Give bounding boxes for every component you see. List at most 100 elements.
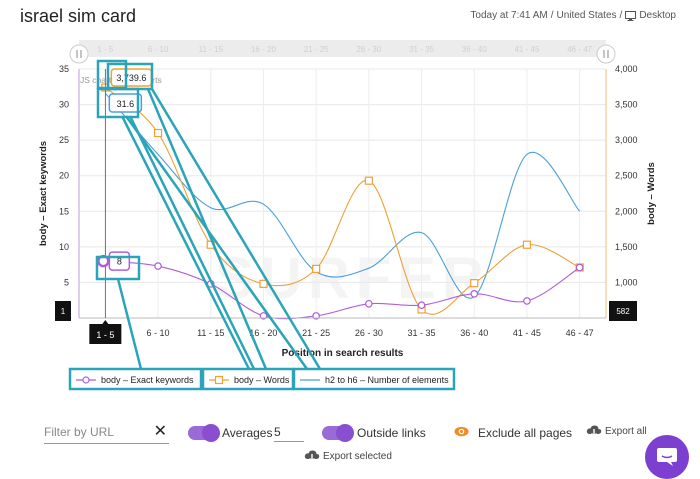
highlight-box — [292, 367, 456, 391]
legend-label: h2 to h6 – Number of elements — [325, 375, 449, 385]
y-right-tick-label: 1,000 — [615, 277, 638, 287]
data-point — [417, 301, 426, 309]
x-tick-label: 6 - 10 — [147, 328, 170, 338]
crosshair-label-box — [89, 324, 122, 344]
close-icon[interactable]: ✕ — [153, 423, 167, 440]
scrollbar-tick-label: 26 - 30 — [356, 45, 381, 54]
x-tick-label: 46 - 47 — [566, 328, 594, 338]
x-tick-label: 11 - 15 — [197, 328, 224, 338]
legend-item[interactable]: body – Exact keywords — [68, 367, 203, 391]
scrollbar-tick-label: 16 - 20 — [251, 45, 276, 54]
export-selected-label: Export selected — [323, 450, 392, 462]
y-right-tick-label: 2,500 — [615, 171, 638, 181]
export-all-button[interactable]: Export all — [586, 424, 647, 438]
scrollbar-handle[interactable] — [69, 44, 89, 64]
y-right-tick-label: 2,000 — [615, 206, 638, 216]
y-right-tick-label: 4,000 — [615, 64, 638, 74]
data-point — [259, 279, 268, 288]
exclude-all-label[interactable]: Exclude all pages — [478, 426, 573, 440]
meta-time: Today at 7:41 AM — [470, 10, 548, 21]
cursor-left-box — [55, 301, 71, 321]
highlight-connector — [120, 115, 251, 370]
scrollbar-tick-label: 6 - 10 — [148, 45, 169, 54]
desktop-icon — [625, 10, 637, 21]
cursor-left-value: 1 — [61, 307, 66, 316]
scrollbar-handle[interactable] — [596, 44, 616, 64]
chat-icon — [657, 448, 677, 466]
crosshair-label: 1 - 5 — [96, 330, 114, 340]
data-point — [312, 312, 320, 320]
highlight-connector — [128, 115, 256, 370]
scrollbar-tick-label: 11 - 15 — [199, 45, 224, 54]
highlight-connector — [150, 88, 322, 370]
meta-device: Desktop — [639, 10, 676, 21]
averages-toggle[interactable] — [188, 424, 220, 442]
data-point — [259, 312, 268, 320]
export-all-label: Export all — [605, 425, 647, 437]
scrollbar-tick-label: 1 - 5 — [97, 45, 114, 54]
y-left-tick-label: 5 — [64, 277, 69, 287]
chart-card: 1 - 5 6 - 10 11 - 15 16 - 20 21 - 25 26 - 30 3… — [30, 36, 670, 400]
page-title: israel sim card — [20, 6, 137, 26]
filter-field: ✕ — [44, 422, 169, 444]
scrollbar-handle-knob — [69, 44, 89, 64]
x-tick-label: 36 - 40 — [460, 328, 488, 338]
x-tick-label: 16 - 20 — [249, 328, 277, 338]
tooltip-h2-box — [108, 93, 143, 113]
legend-swatch-marker — [214, 375, 224, 385]
data-point — [154, 262, 162, 270]
data-point — [470, 290, 479, 298]
y-left-tick-label: 10 — [59, 242, 69, 252]
scrollbar-tick-label: 31 - 35 — [409, 45, 434, 54]
tooltip-words: 3,739.6 — [116, 73, 146, 83]
y-right-tick-label: 1,500 — [615, 242, 638, 252]
x-axis-title: Position in search results — [282, 348, 404, 359]
highlight-box — [68, 367, 203, 391]
data-point — [523, 297, 531, 305]
scrollbar-tick-label: 41 - 45 — [514, 45, 539, 54]
legend-item[interactable]: h2 to h6 – Number of elements — [292, 367, 456, 391]
y-left-axis-title: body – Exact keywords — [38, 141, 49, 246]
x-tick-label: 21 - 25 — [302, 328, 330, 338]
y-left-tick-label: 30 — [59, 100, 69, 110]
series-line — [105, 260, 580, 320]
y-right-tick-label: 3,000 — [615, 135, 638, 145]
x-tick-label: 41 - 45 — [513, 328, 541, 338]
chart-svg: 1 - 5 6 - 10 11 - 15 16 - 20 21 - 25 26 - 30 3… — [38, 40, 657, 391]
legend-item[interactable]: body – Words — [201, 367, 295, 391]
outside-links-toggle[interactable] — [322, 424, 354, 442]
data-point — [364, 176, 373, 185]
data-point — [575, 263, 584, 272]
crosshair-pointer — [102, 320, 109, 324]
data-point — [470, 279, 479, 288]
y-left-tick-label: 25 — [59, 135, 69, 145]
cloud-download-icon — [586, 425, 602, 437]
legend-label: body – Words — [234, 375, 290, 385]
cursor-right-value: 582 — [616, 307, 630, 316]
chart-axes: 051015202530355001,0001,5002,0002,5003,0… — [38, 64, 657, 359]
scrollbar-handle-knob — [596, 44, 616, 64]
meta-separator: / — [550, 10, 554, 21]
filter-url-input[interactable] — [44, 422, 148, 442]
legend-swatch-marker — [82, 376, 90, 384]
series-line — [104, 87, 580, 315]
background-text: SURFER — [215, 246, 489, 311]
cloud-download-icon — [304, 450, 320, 462]
tooltip-exact: 8 — [117, 257, 122, 267]
scrollbar-tick-label: 36 - 40 — [462, 45, 487, 54]
data-point — [312, 264, 321, 274]
averages-count-input[interactable] — [274, 422, 304, 442]
page-meta: Today at 7:41 AM / United States / Deskt… — [470, 10, 676, 21]
x-tick-label: 31 - 35 — [408, 328, 436, 338]
cursor-right-box — [609, 301, 637, 321]
y-right-tick-label: 3,500 — [615, 100, 638, 110]
highlight-connector — [116, 278, 143, 370]
y-left-tick-label: 20 — [59, 171, 69, 181]
y-left-tick-label: 35 — [59, 64, 69, 74]
eye-icon[interactable] — [454, 424, 469, 439]
chat-button[interactable] — [645, 435, 689, 479]
export-selected-button[interactable]: Export selected — [304, 449, 392, 463]
data-point — [365, 299, 373, 308]
meta-separator: / — [619, 10, 623, 21]
y-right-axis-title: body – Words — [646, 162, 657, 225]
